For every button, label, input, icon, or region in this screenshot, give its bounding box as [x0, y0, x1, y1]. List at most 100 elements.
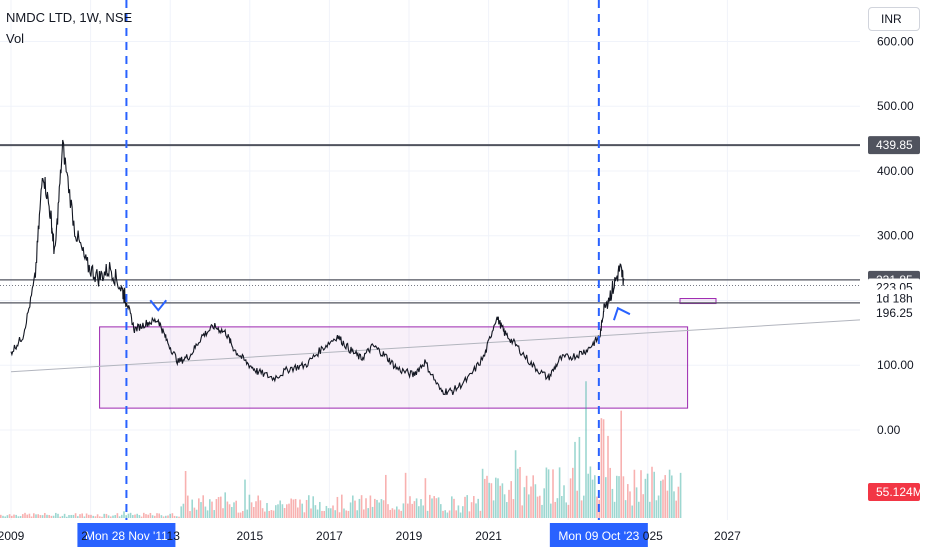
- volume-bar: [176, 516, 178, 518]
- volume-bar: [607, 435, 609, 518]
- volume-bar: [528, 494, 530, 518]
- volume-bar: [288, 503, 290, 518]
- volume-bar: [264, 511, 266, 518]
- volume-bar: [272, 510, 275, 518]
- volume-bar: [235, 500, 237, 518]
- currency-button[interactable]: INR: [868, 7, 920, 31]
- volume-bar: [261, 508, 264, 518]
- volume-bar: [352, 495, 354, 518]
- volume-bar: [286, 504, 288, 518]
- volume-bar: [231, 507, 233, 518]
- volume-bar: [233, 502, 235, 518]
- volume-bar: [629, 491, 631, 518]
- volume-bar: [545, 467, 548, 518]
- price-label-box: [868, 289, 920, 308]
- volume-bar: [189, 511, 191, 518]
- volume-bar: [94, 516, 97, 518]
- x-tick-label: 13: [167, 529, 181, 543]
- volume-bar: [70, 514, 72, 518]
- volume-bar: [167, 515, 169, 518]
- volume-bar: [451, 496, 453, 518]
- volume-bar: [431, 498, 433, 518]
- volume-bar: [39, 514, 42, 518]
- volume-bar: [15, 514, 17, 518]
- volume-bar: [578, 436, 581, 518]
- volume-bar: [413, 501, 416, 518]
- volume-bar: [464, 496, 466, 518]
- volume-bar: [92, 515, 94, 518]
- volume-bar: [616, 475, 618, 518]
- volume-bar: [156, 513, 158, 518]
- volume-bar: [468, 511, 471, 518]
- volume-bar: [655, 500, 658, 518]
- volume-bar: [594, 475, 596, 518]
- volume-bar: [497, 478, 499, 518]
- volume-bar: [222, 508, 224, 518]
- volume-bar: [52, 515, 55, 518]
- volume-bar: [149, 512, 152, 518]
- volume-bar: [244, 479, 246, 518]
- price-label: 1d 18h: [876, 292, 913, 306]
- volume-bar: [127, 513, 130, 518]
- volume-bar: [532, 475, 534, 518]
- date-label: Mon 28 Nov '11: [85, 529, 168, 543]
- volume-bar: [415, 498, 418, 518]
- volume-bar: [484, 478, 486, 518]
- volume-bar: [631, 505, 633, 518]
- volume-bar: [589, 466, 592, 518]
- volume-bar: [325, 505, 328, 518]
- volume-bar: [191, 499, 193, 518]
- volume-bar: [316, 509, 319, 518]
- volume-bar: [646, 473, 649, 518]
- volume-bar: [290, 498, 292, 518]
- volume-bar: [567, 504, 570, 518]
- volume-bar: [583, 495, 585, 518]
- volume-bar: [354, 500, 356, 518]
- volume-bar: [0, 514, 2, 518]
- volume-bar: [66, 516, 68, 518]
- volume-bar: [314, 505, 317, 518]
- volume-bar: [83, 516, 86, 518]
- volume-bar: [242, 511, 244, 518]
- volume-bar: [112, 515, 114, 518]
- volume-bar: [13, 514, 15, 518]
- volume-bar: [239, 512, 242, 518]
- volume-bar: [374, 498, 376, 518]
- volume-bar: [198, 498, 200, 518]
- volume-bar: [501, 483, 504, 518]
- volume-bar: [642, 494, 644, 518]
- volume-bar: [367, 508, 369, 518]
- volume-bar: [363, 509, 365, 518]
- volume-bar: [510, 481, 512, 518]
- price-label: 196.25: [876, 306, 913, 320]
- volume-bar: [356, 510, 358, 518]
- volume-bar: [613, 501, 616, 518]
- volume-bar: [671, 475, 673, 518]
- volume-bar: [151, 515, 154, 518]
- volume-bar: [44, 512, 46, 518]
- volume-bar: [574, 441, 576, 518]
- volume-bar: [140, 516, 143, 518]
- volume-bar: [402, 503, 405, 518]
- volume-bar: [101, 516, 103, 518]
- x-tick-label: 025: [643, 529, 663, 543]
- volume-bar: [534, 484, 537, 518]
- volume-bar: [622, 476, 625, 518]
- volume-bar: [24, 512, 26, 518]
- y-tick-label: 600.00: [877, 34, 914, 48]
- volume-bar: [360, 495, 363, 518]
- volume-bar: [99, 516, 101, 518]
- volume-bar: [211, 501, 213, 518]
- volume-bar: [660, 480, 662, 518]
- volume-bar: [481, 468, 484, 518]
- volume-bar: [490, 483, 493, 518]
- volume-bar: [48, 514, 50, 518]
- volume-bar: [319, 501, 321, 518]
- volume-bar: [283, 508, 286, 518]
- volume-bar: [138, 515, 141, 518]
- volume-bar: [492, 500, 495, 518]
- symbol-title: NMDC LTD, 1W, NSE: [6, 10, 133, 25]
- volume-bar: [136, 513, 138, 518]
- volume-bar: [336, 496, 339, 518]
